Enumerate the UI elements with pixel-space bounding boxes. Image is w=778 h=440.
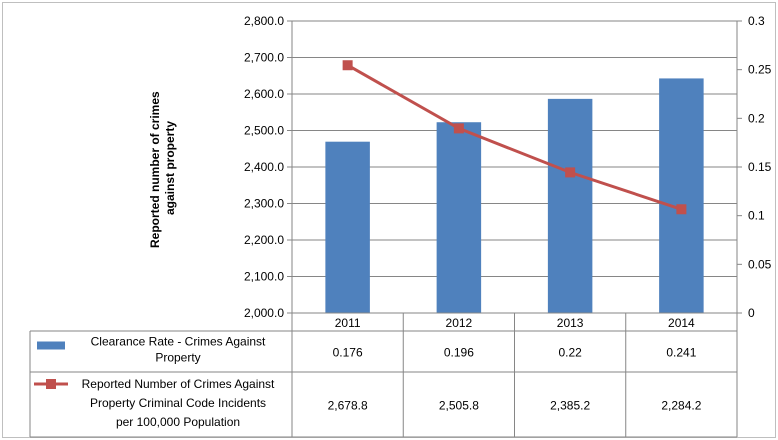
y-axis-label: Reported number of crimes against proper…	[148, 88, 177, 248]
bar-series	[325, 78, 704, 313]
value-cell: 2,678.8	[328, 399, 368, 413]
series-name-bars: Clearance Rate - Crimes Against Property	[91, 335, 266, 365]
right-tick-label: 0.05	[748, 257, 772, 271]
right-tick-label: 0.25	[748, 63, 772, 77]
left-tick-label: 2,400.0	[244, 160, 284, 174]
series-name-line: Property Criminal Code Incidents	[90, 396, 266, 410]
series-name-line: Reported Number of Crimes Against Propert…	[82, 377, 275, 429]
value-cell: 0.22	[558, 346, 582, 360]
value-cell: 2,505.8	[439, 399, 479, 413]
legend-line-marker	[46, 379, 56, 389]
right-axis-ticks: 0 0.05 0.1 0.15 0.2 0.25 0.3	[737, 14, 772, 320]
left-tick-label: 2,700.0	[244, 51, 284, 65]
value-cell: 2,385.2	[550, 399, 590, 413]
right-tick-label: 0.15	[748, 160, 772, 174]
left-tick-label: 2,600.0	[244, 87, 284, 101]
line-marker	[676, 204, 687, 215]
series-name-line: per 100,000 Population	[116, 415, 240, 429]
category-label: 2011	[335, 316, 361, 330]
series-name-line: Reported Number of Crimes Against	[82, 377, 275, 391]
left-tick-label: 2,800.0	[244, 14, 284, 28]
bar	[325, 141, 370, 313]
y-axis-label-line-1: Reported number of crimes	[148, 91, 162, 248]
category-label: 2012	[446, 316, 473, 330]
left-tick-label: 2,000.0	[244, 306, 284, 320]
left-tick-label: 2,300.0	[244, 197, 284, 211]
value-cell: 0.176	[333, 346, 363, 360]
left-tick-label: 2,200.0	[244, 233, 284, 247]
category-label: 2013	[557, 316, 584, 330]
line-path	[346, 63, 682, 211]
legend-bar-swatch	[37, 341, 65, 350]
left-axis-ticks: 2,000.0 2,100.0 2,200.0 2,300.0 2,400.0 2,500…	[244, 14, 292, 320]
bar	[659, 78, 704, 313]
category-label: 2014	[668, 316, 695, 330]
right-tick-label: 0	[748, 306, 755, 320]
value-cell: 2,284.2	[661, 399, 701, 413]
series-name-line: Clearance Rate - Crimes Against	[91, 335, 266, 349]
line-marker	[342, 60, 353, 71]
y-axis-label-line-2: against property	[163, 121, 177, 215]
right-tick-label: 0.3	[748, 14, 765, 28]
bar	[547, 98, 593, 313]
data-table: 2011 2012 2013 2014 Clearance Rate - Crimes …	[29, 312, 738, 438]
left-tick-label: 2,100.0	[244, 270, 284, 284]
right-tick-label: 0.1	[748, 209, 765, 223]
right-tick-label: 0.2	[748, 111, 765, 125]
value-cell: 0.241	[666, 346, 696, 360]
bar	[436, 122, 482, 313]
line-series	[342, 60, 687, 215]
line-marker	[565, 167, 576, 178]
left-tick-label: 2,500.0	[244, 124, 284, 138]
value-cell: 0.196	[444, 346, 474, 360]
line-marker	[453, 123, 464, 134]
series-name-line: Property	[155, 351, 200, 365]
